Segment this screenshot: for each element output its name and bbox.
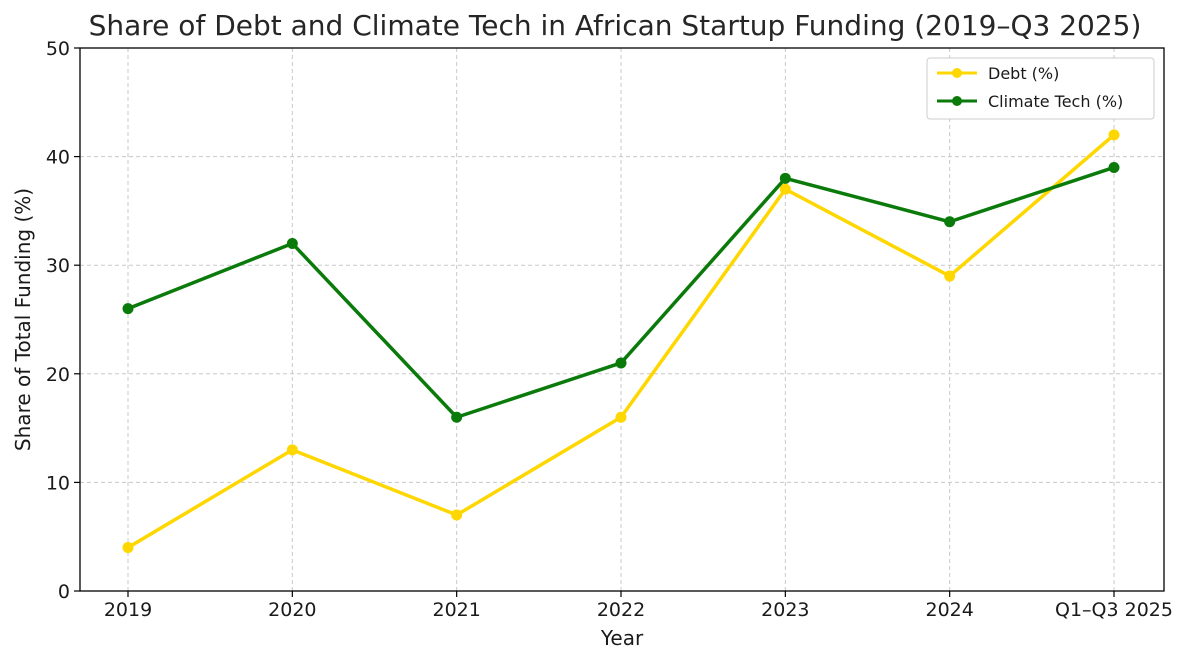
- data-point-climate-tech: [451, 411, 463, 423]
- data-point-climate-tech: [944, 216, 956, 228]
- y-tick-label: 20: [46, 364, 70, 386]
- grid-lines: [80, 47, 1164, 592]
- y-tick-label: 40: [46, 147, 70, 169]
- x-tick-label: 2021: [432, 599, 480, 621]
- x-tick-label: 2024: [925, 599, 973, 621]
- plot-frame: [79, 47, 1165, 592]
- series-lines: [122, 129, 1120, 554]
- x-tick-label: 2019: [104, 599, 152, 621]
- axis-ticks: 2019 2020 2021 2022 2023 2024 Q1–Q3 2025 0 10 20 3…: [46, 38, 1173, 621]
- x-tick-label: Q1–Q3 2025: [1055, 599, 1173, 621]
- data-point-debt: [122, 542, 134, 554]
- data-point-debt: [1108, 129, 1120, 141]
- data-point-debt: [779, 183, 791, 195]
- x-axis-label: Year: [600, 626, 644, 650]
- x-tick-label: 2023: [761, 599, 809, 621]
- chart-title: Share of Debt and Climate Tech in Africa…: [89, 9, 1142, 42]
- data-point-debt: [451, 509, 463, 521]
- legend-frame: [926, 57, 1155, 120]
- y-axis-label: Share of Total Funding (%): [11, 188, 35, 451]
- data-point-climate-tech: [1108, 161, 1120, 173]
- legend-label-debt: Debt (%): [988, 64, 1059, 83]
- data-point-climate-tech: [286, 237, 298, 249]
- data-point-climate-tech: [615, 357, 627, 369]
- data-point-debt: [944, 270, 956, 282]
- legend: Debt (%) Climate Tech (%): [926, 57, 1155, 120]
- x-tick-label: 2022: [597, 599, 645, 621]
- data-point-climate-tech: [122, 303, 134, 315]
- legend-label-climate-tech: Climate Tech (%): [988, 92, 1123, 111]
- y-tick-label: 10: [46, 472, 70, 494]
- x-tick-label: 2020: [268, 599, 316, 621]
- y-tick-label: 50: [46, 38, 70, 60]
- legend-marker-climate-tech: [952, 96, 962, 106]
- data-point-debt: [615, 411, 627, 423]
- y-tick-label: 30: [46, 255, 70, 277]
- data-point-climate-tech: [779, 172, 791, 184]
- legend-marker-debt: [952, 68, 962, 78]
- data-point-debt: [286, 444, 298, 456]
- y-tick-label: 0: [58, 581, 70, 603]
